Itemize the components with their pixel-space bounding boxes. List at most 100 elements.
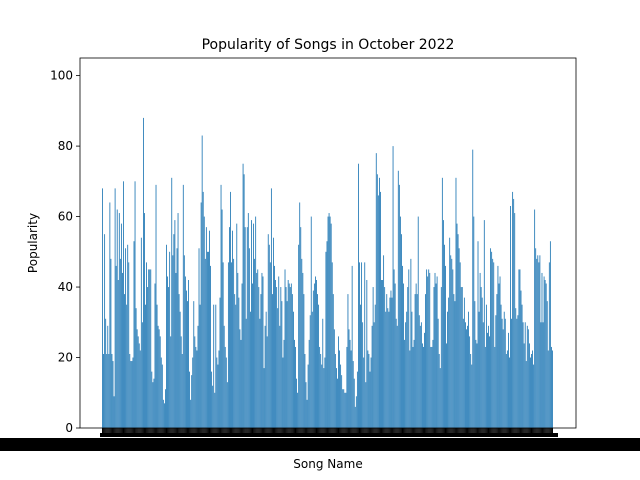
bar <box>437 318 439 428</box>
bar <box>205 227 207 428</box>
bar <box>215 304 217 428</box>
bar <box>446 343 447 428</box>
bar <box>204 258 206 428</box>
bar <box>170 336 172 428</box>
bar <box>277 308 279 428</box>
bar <box>364 262 366 428</box>
bar <box>197 325 199 428</box>
bar <box>508 332 509 428</box>
bar <box>322 318 324 428</box>
x-tick-label-band <box>100 433 558 437</box>
y-tick-label: 60 <box>58 210 73 224</box>
bar <box>538 262 540 428</box>
bar <box>430 346 432 428</box>
bar <box>317 294 318 428</box>
bar <box>399 216 401 428</box>
bar <box>316 280 317 428</box>
bar <box>457 234 459 428</box>
y-tick-label: 40 <box>58 280 73 294</box>
bar <box>455 177 457 428</box>
bar <box>190 399 192 428</box>
bar <box>548 262 550 428</box>
bar <box>260 294 262 428</box>
bar <box>363 357 365 428</box>
bar <box>229 227 230 428</box>
bar <box>511 318 512 428</box>
bar <box>468 311 469 428</box>
bar <box>338 336 339 428</box>
bar <box>402 265 403 428</box>
bar <box>299 202 301 428</box>
bar <box>501 318 503 428</box>
bar <box>383 255 385 428</box>
bar <box>408 269 410 428</box>
plot-frame <box>79 57 577 429</box>
bar <box>521 304 523 428</box>
bar <box>419 325 421 428</box>
bar <box>444 244 445 428</box>
bar <box>342 389 344 428</box>
bar <box>126 304 128 428</box>
bar <box>166 244 167 428</box>
bar <box>125 248 127 428</box>
bar <box>263 368 265 428</box>
bar <box>445 265 446 428</box>
bar <box>162 399 164 428</box>
bar <box>261 272 263 428</box>
bar <box>423 346 424 428</box>
bar <box>493 262 495 428</box>
bar <box>417 216 419 428</box>
bar <box>188 280 189 428</box>
bar <box>303 294 305 428</box>
bar <box>466 329 467 428</box>
bar <box>412 346 414 428</box>
bar <box>301 258 303 428</box>
bar <box>172 255 174 428</box>
bar <box>530 357 531 428</box>
bar <box>154 283 156 428</box>
bar <box>200 202 202 428</box>
bar <box>413 339 415 428</box>
bar <box>140 237 142 428</box>
bar <box>461 287 463 428</box>
bar <box>475 339 477 428</box>
bar <box>415 283 417 428</box>
bar <box>349 339 351 428</box>
bar <box>425 294 426 428</box>
bar <box>532 350 533 428</box>
bar <box>344 392 346 428</box>
bar <box>318 304 320 428</box>
bar <box>295 346 296 428</box>
bar <box>209 230 210 428</box>
bar <box>131 361 133 428</box>
bar <box>447 311 449 428</box>
bar <box>345 392 347 428</box>
bar <box>390 290 392 428</box>
bar <box>456 223 458 428</box>
bar <box>381 280 382 428</box>
bar <box>153 378 155 428</box>
bar <box>324 357 326 428</box>
bar <box>151 371 153 428</box>
bar <box>262 276 264 428</box>
bar <box>540 322 542 428</box>
bar <box>175 272 177 428</box>
bar <box>147 287 149 428</box>
bar <box>535 248 537 428</box>
bar <box>310 216 312 428</box>
bar <box>495 315 497 428</box>
bar <box>528 343 530 428</box>
bar <box>374 304 376 428</box>
bar <box>350 350 352 428</box>
bar <box>547 350 549 428</box>
bar <box>544 280 546 428</box>
bar <box>292 311 294 428</box>
bar <box>254 258 256 428</box>
bar <box>300 227 302 428</box>
bar <box>360 304 361 428</box>
bar <box>141 322 143 428</box>
bar <box>191 375 193 428</box>
bar <box>167 276 168 428</box>
bar <box>253 223 254 428</box>
bar <box>189 371 190 428</box>
